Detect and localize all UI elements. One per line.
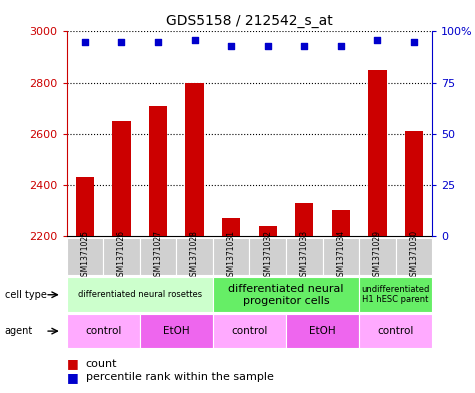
- Bar: [103, 238, 140, 275]
- Text: GSM1371025: GSM1371025: [80, 230, 89, 281]
- Bar: [76, 177, 94, 236]
- Text: count: count: [86, 358, 117, 369]
- Point: [374, 37, 381, 43]
- Text: EtOH: EtOH: [163, 326, 190, 336]
- Bar: [140, 238, 176, 275]
- Point: [337, 42, 345, 49]
- Bar: [176, 238, 213, 275]
- Bar: [258, 226, 277, 236]
- Text: percentile rank within the sample: percentile rank within the sample: [86, 372, 274, 382]
- Bar: [185, 83, 204, 236]
- Bar: [295, 202, 314, 236]
- Text: EtOH: EtOH: [309, 326, 336, 336]
- Text: GSM1371030: GSM1371030: [409, 230, 418, 281]
- Bar: [359, 314, 432, 348]
- Bar: [66, 277, 213, 312]
- Text: GSM1371033: GSM1371033: [300, 230, 309, 281]
- Bar: [323, 238, 359, 275]
- Point: [190, 37, 199, 43]
- Bar: [405, 131, 423, 236]
- Text: differentiated neural
progenitor cells: differentiated neural progenitor cells: [228, 284, 344, 305]
- Bar: [222, 218, 240, 236]
- Bar: [213, 238, 249, 275]
- Bar: [249, 238, 286, 275]
- Bar: [286, 238, 323, 275]
- Text: GSM1371029: GSM1371029: [373, 230, 382, 281]
- Point: [154, 39, 162, 45]
- Title: GDS5158 / 212542_s_at: GDS5158 / 212542_s_at: [166, 14, 333, 28]
- Text: cell type: cell type: [5, 290, 47, 300]
- Bar: [66, 238, 103, 275]
- Bar: [140, 314, 213, 348]
- Bar: [213, 314, 286, 348]
- Bar: [359, 238, 396, 275]
- Point: [410, 39, 418, 45]
- Bar: [66, 314, 140, 348]
- Text: GSM1371026: GSM1371026: [117, 230, 126, 281]
- Text: GSM1371032: GSM1371032: [263, 230, 272, 281]
- Text: undifferentiated
H1 hESC parent: undifferentiated H1 hESC parent: [361, 285, 430, 305]
- Bar: [396, 238, 432, 275]
- Text: control: control: [378, 326, 414, 336]
- Text: ■: ■: [66, 371, 78, 384]
- Bar: [149, 105, 167, 236]
- Text: GSM1371031: GSM1371031: [227, 230, 236, 281]
- Point: [264, 42, 272, 49]
- Bar: [332, 210, 350, 236]
- Text: control: control: [85, 326, 121, 336]
- Text: control: control: [231, 326, 267, 336]
- Point: [227, 42, 235, 49]
- Bar: [213, 277, 359, 312]
- Point: [118, 39, 125, 45]
- Text: differentiated neural rosettes: differentiated neural rosettes: [77, 290, 202, 299]
- Bar: [286, 314, 359, 348]
- Text: agent: agent: [5, 326, 33, 336]
- Bar: [368, 70, 387, 236]
- Point: [81, 39, 88, 45]
- Text: GSM1371027: GSM1371027: [153, 230, 162, 281]
- Text: GSM1371034: GSM1371034: [336, 230, 345, 281]
- Text: GSM1371028: GSM1371028: [190, 230, 199, 281]
- Point: [300, 42, 308, 49]
- Text: ■: ■: [66, 357, 78, 370]
- Bar: [112, 121, 131, 236]
- Bar: [359, 277, 432, 312]
